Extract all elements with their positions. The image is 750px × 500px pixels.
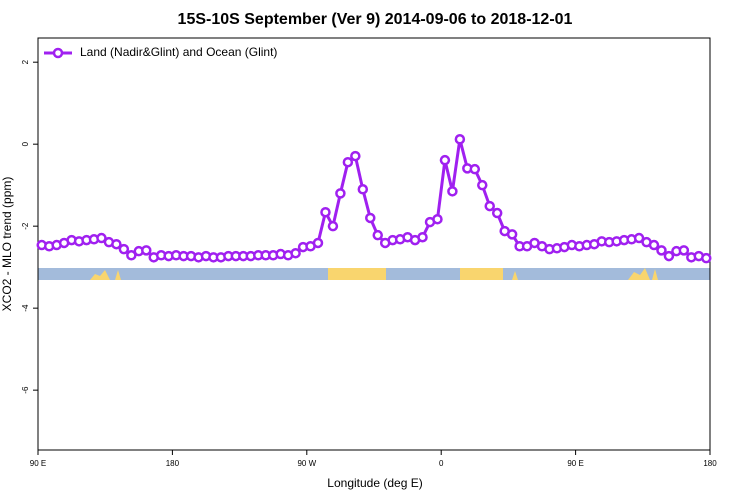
point	[335, 188, 346, 199]
point	[656, 245, 667, 256]
point	[290, 247, 301, 259]
point	[477, 179, 488, 191]
point	[342, 156, 354, 168]
legend-marker	[52, 47, 64, 59]
point	[372, 229, 383, 241]
point	[469, 163, 481, 175]
point	[320, 206, 331, 218]
x-tick-label: 90 E	[30, 459, 46, 468]
point	[491, 207, 503, 219]
point	[701, 252, 712, 264]
point	[327, 220, 339, 232]
point	[111, 238, 122, 250]
point	[484, 200, 495, 212]
x-tick-label: 90 E	[567, 459, 583, 468]
point	[312, 237, 324, 249]
point	[141, 245, 152, 256]
y-tick-label: -4	[21, 304, 30, 312]
point	[648, 239, 660, 251]
chart-title: 15S-10S September (Ver 9) 2014-09-06 to …	[178, 11, 573, 28]
point	[633, 232, 645, 244]
x-tick-label: 180	[166, 459, 180, 468]
point	[432, 213, 443, 225]
point	[118, 243, 130, 255]
point	[663, 250, 675, 262]
x-tick-label: 180	[703, 459, 717, 468]
land-patch	[652, 269, 658, 280]
y-axis-label: XCO2 - MLO trend (ppm)	[0, 177, 14, 312]
point	[126, 250, 137, 261]
point	[350, 150, 361, 162]
y-tick-label: -2	[21, 222, 30, 230]
point	[439, 154, 451, 166]
land-band	[328, 268, 386, 280]
x-tick-label: 90 W	[297, 459, 316, 468]
x-axis-label: Longitude (deg E)	[327, 476, 422, 490]
y-tick-label: 0	[21, 141, 30, 146]
point	[357, 184, 369, 195]
point	[454, 134, 466, 145]
point	[365, 212, 376, 224]
land-patch	[90, 270, 110, 280]
legend-label: Land (Nadir&Glint) and Ocean (Glint)	[80, 45, 277, 59]
point	[417, 231, 428, 243]
y-tick-label: -6	[21, 386, 30, 394]
land-ocean-strip	[38, 268, 710, 280]
land-band	[460, 268, 503, 280]
x-tick-label: 0	[439, 459, 444, 468]
y-tick-label: 2	[21, 59, 30, 64]
land-patch	[512, 271, 518, 280]
point	[96, 232, 107, 244]
point	[447, 186, 458, 197]
land-patch	[628, 268, 650, 280]
point	[678, 245, 690, 256]
point	[506, 229, 518, 240]
land-patch	[115, 270, 121, 280]
